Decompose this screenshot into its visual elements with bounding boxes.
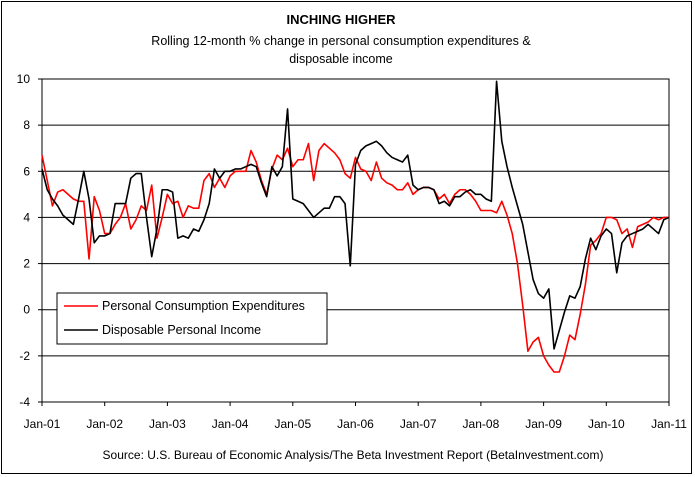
y-tick-label-6: -2 [19,349,30,363]
legend-label-pce: Personal Consumption Expenditures [102,299,305,313]
chart-source: Source: U.S. Bureau of Economic Analysis… [103,448,604,462]
x-tick-label-6: Jan-07 [400,417,437,431]
y-tick-label-7: -4 [19,395,30,409]
x-tick-label-1: Jan-02 [86,417,123,431]
series-line-dpi [41,80,670,350]
y-tick-label-1: 8 [23,118,30,132]
y-tick-label-3: 4 [23,210,30,224]
x-tick-label-7: Jan-08 [463,417,500,431]
series-line-pce [41,142,669,373]
y-tick-label-4: 2 [23,257,30,271]
plot-area [41,78,670,403]
x-tick-label-10: Jan-11 [651,417,687,431]
y-tick-label-2: 6 [23,164,30,178]
legend: Personal Consumption Expenditures Dispos… [56,292,328,345]
y-tick-label-0: 10 [17,72,31,86]
x-tick-label-8: Jan-09 [525,417,562,431]
chart-subtitle-line-2: disposable income [289,52,393,66]
series-group [41,80,670,373]
chart-title: INCHING HIGHER [286,12,396,27]
legend-box [56,292,328,345]
y-tick-label-5: 0 [23,303,30,317]
legend-label-dpi: Disposable Personal Income [102,323,261,337]
x-axis: Jan-01 Jan-02 Jan-03 Jan-04 Jan-05 Jan-06 Jan-… [24,402,687,431]
y-axis: 10 8 6 4 2 0 -2 -4 [17,72,42,409]
x-tick-label-2: Jan-03 [149,417,186,431]
x-tick-label-0: Jan-01 [24,417,61,431]
x-tick-label-9: Jan-10 [588,417,625,431]
chart-subtitle-line-1: Rolling 12-month % change in personal co… [151,34,531,48]
x-tick-label-5: Jan-06 [337,417,374,431]
x-tick-label-3: Jan-04 [212,417,249,431]
x-tick-label-4: Jan-05 [274,417,311,431]
